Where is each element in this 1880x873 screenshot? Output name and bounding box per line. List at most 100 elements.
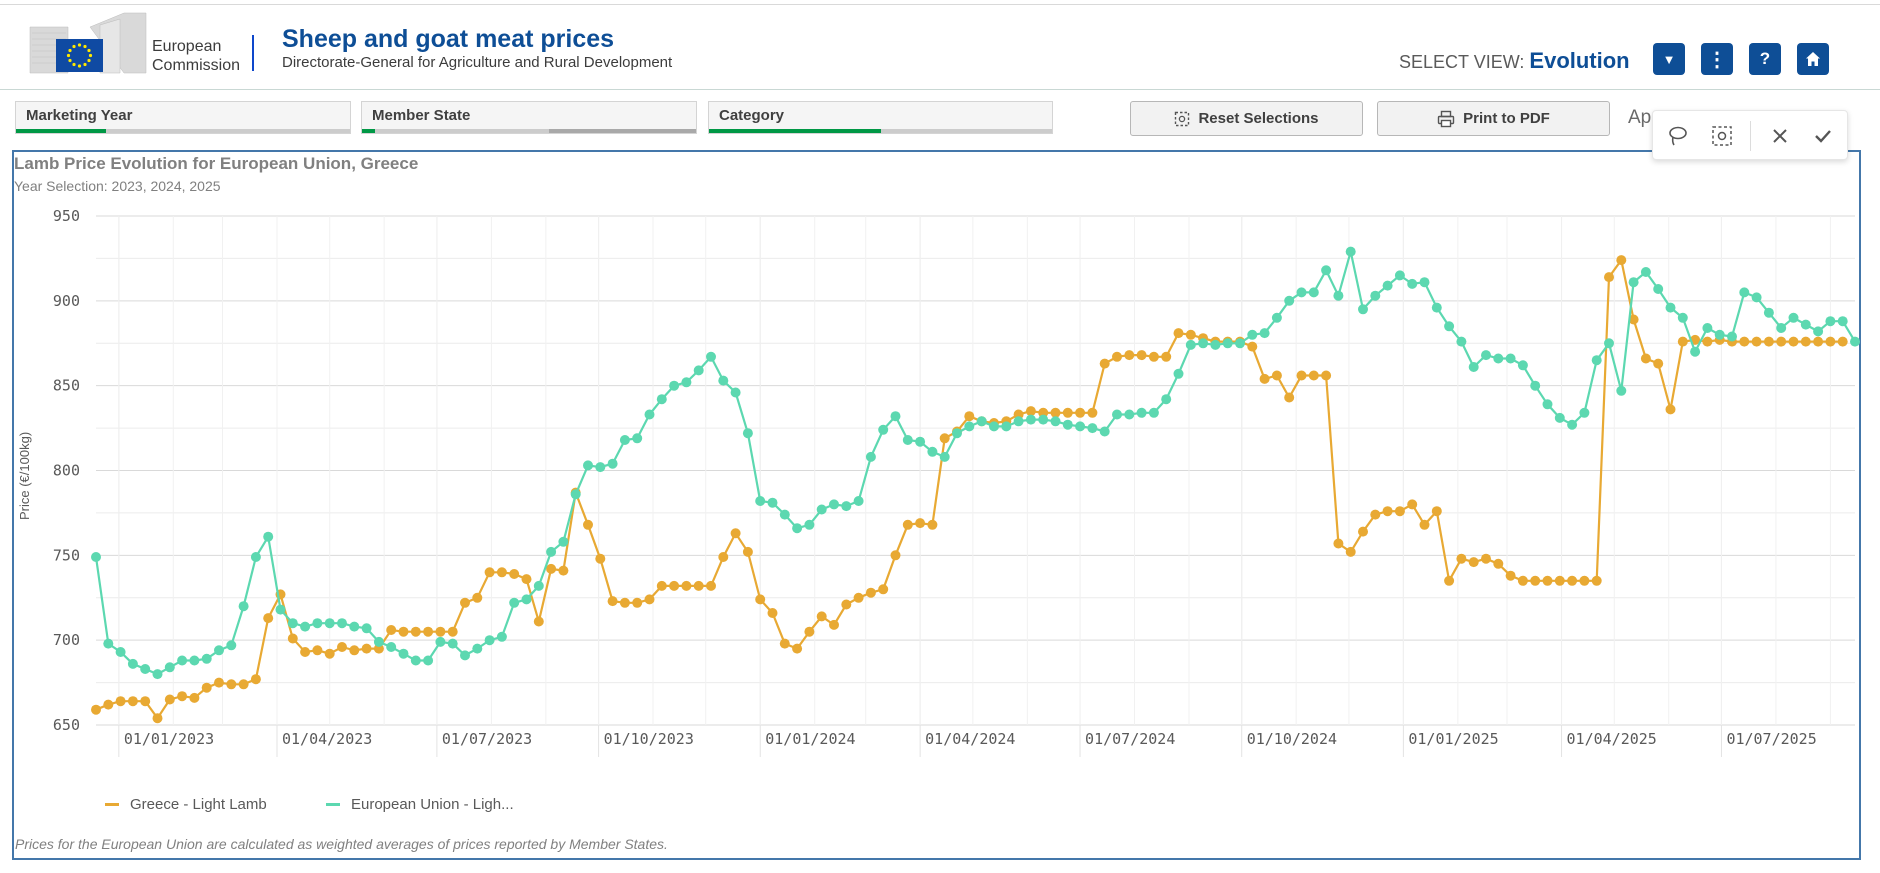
data-point[interactable]: [164, 694, 175, 705]
data-point[interactable]: [1087, 407, 1098, 418]
data-point[interactable]: [287, 618, 298, 629]
data-point[interactable]: [1628, 277, 1639, 288]
data-point[interactable]: [1112, 351, 1122, 362]
data-point[interactable]: [902, 435, 913, 445]
data-point[interactable]: [1050, 407, 1061, 418]
data-point[interactable]: [829, 499, 839, 510]
data-point[interactable]: [693, 580, 704, 591]
filter-member-state[interactable]: Member State: [361, 101, 697, 134]
data-point[interactable]: [1308, 287, 1319, 298]
data-point[interactable]: [1542, 399, 1553, 410]
data-point[interactable]: [201, 653, 212, 664]
data-point[interactable]: [496, 631, 507, 642]
data-point[interactable]: [1800, 336, 1811, 347]
data-point[interactable]: [1567, 575, 1578, 586]
data-point[interactable]: [140, 696, 151, 707]
data-point[interactable]: [1591, 575, 1602, 586]
data-point[interactable]: [1394, 270, 1405, 281]
data-point[interactable]: [632, 597, 643, 608]
data-point[interactable]: [1382, 506, 1393, 517]
data-point[interactable]: [816, 611, 827, 622]
data-point[interactable]: [865, 451, 876, 462]
data-point[interactable]: [939, 451, 950, 462]
data-point[interactable]: [103, 638, 114, 649]
data-point[interactable]: [1185, 339, 1196, 350]
data-point[interactable]: [742, 428, 753, 439]
data-point[interactable]: [1382, 280, 1393, 291]
data-point[interactable]: [238, 601, 249, 612]
data-point[interactable]: [779, 509, 790, 520]
data-point[interactable]: [226, 640, 237, 651]
data-point[interactable]: [1653, 284, 1664, 294]
data-point[interactable]: [1481, 350, 1491, 361]
data-point[interactable]: [902, 519, 913, 530]
data-point[interactable]: [1788, 312, 1799, 323]
data-point[interactable]: [583, 460, 593, 471]
data-point[interactable]: [1604, 272, 1614, 283]
data-point[interactable]: [91, 552, 101, 562]
data-point[interactable]: [1616, 385, 1627, 396]
data-point[interactable]: [410, 655, 421, 666]
data-point[interactable]: [1148, 407, 1159, 418]
data-point[interactable]: [1124, 350, 1135, 361]
data-point[interactable]: [373, 636, 384, 647]
menu-button[interactable]: ⋮: [1701, 43, 1733, 75]
help-button[interactable]: ?: [1749, 43, 1781, 75]
data-point[interactable]: [1419, 519, 1430, 530]
data-point[interactable]: [447, 626, 458, 637]
data-point[interactable]: [312, 645, 323, 656]
data-point[interactable]: [127, 696, 138, 707]
data-point[interactable]: [976, 416, 987, 427]
data-point[interactable]: [804, 519, 815, 530]
data-point[interactable]: [1001, 421, 1012, 432]
data-point[interactable]: [1763, 307, 1774, 318]
data-point[interactable]: [1456, 336, 1467, 347]
data-point[interactable]: [103, 699, 114, 710]
data-point[interactable]: [779, 638, 790, 649]
data-point[interactable]: [1394, 506, 1405, 517]
data-point[interactable]: [1062, 419, 1073, 430]
data-point[interactable]: [1837, 316, 1848, 327]
data-point[interactable]: [398, 626, 409, 637]
data-point[interactable]: [521, 594, 532, 605]
data-point[interactable]: [804, 626, 815, 637]
data-point[interactable]: [558, 536, 569, 547]
data-point[interactable]: [1751, 336, 1762, 347]
data-point[interactable]: [1075, 407, 1086, 418]
data-point[interactable]: [1050, 416, 1061, 427]
data-point[interactable]: [324, 648, 335, 659]
data-point[interactable]: [484, 567, 495, 578]
data-point[interactable]: [730, 387, 741, 398]
data-point[interactable]: [496, 567, 507, 578]
data-point[interactable]: [164, 662, 175, 673]
data-point[interactable]: [460, 650, 470, 661]
data-point[interactable]: [669, 380, 680, 391]
data-point[interactable]: [595, 553, 606, 564]
data-point[interactable]: [952, 428, 962, 439]
data-point[interactable]: [755, 496, 766, 506]
data-point[interactable]: [533, 580, 544, 591]
data-point[interactable]: [1087, 423, 1098, 434]
data-point[interactable]: [189, 692, 200, 703]
data-point[interactable]: [1751, 292, 1762, 303]
data-point[interactable]: [214, 645, 224, 656]
data-point[interactable]: [718, 375, 729, 386]
data-point[interactable]: [1714, 329, 1725, 340]
data-point[interactable]: [533, 616, 544, 627]
data-point[interactable]: [1493, 558, 1504, 569]
data-point[interactable]: [1358, 304, 1368, 315]
data-point[interactable]: [1517, 575, 1528, 586]
data-point[interactable]: [312, 618, 323, 629]
chart-panel[interactable]: [12, 150, 1861, 860]
data-point[interactable]: [1702, 336, 1713, 347]
data-point[interactable]: [619, 597, 630, 608]
filter-category[interactable]: Category: [708, 101, 1053, 134]
data-point[interactable]: [1788, 336, 1799, 347]
data-point[interactable]: [472, 643, 483, 654]
data-point[interactable]: [1702, 323, 1713, 333]
dropdown-button[interactable]: ▼: [1653, 43, 1685, 75]
data-point[interactable]: [1640, 267, 1651, 277]
data-point[interactable]: [349, 645, 360, 656]
data-point[interactable]: [250, 674, 261, 685]
data-point[interactable]: [1296, 287, 1307, 298]
